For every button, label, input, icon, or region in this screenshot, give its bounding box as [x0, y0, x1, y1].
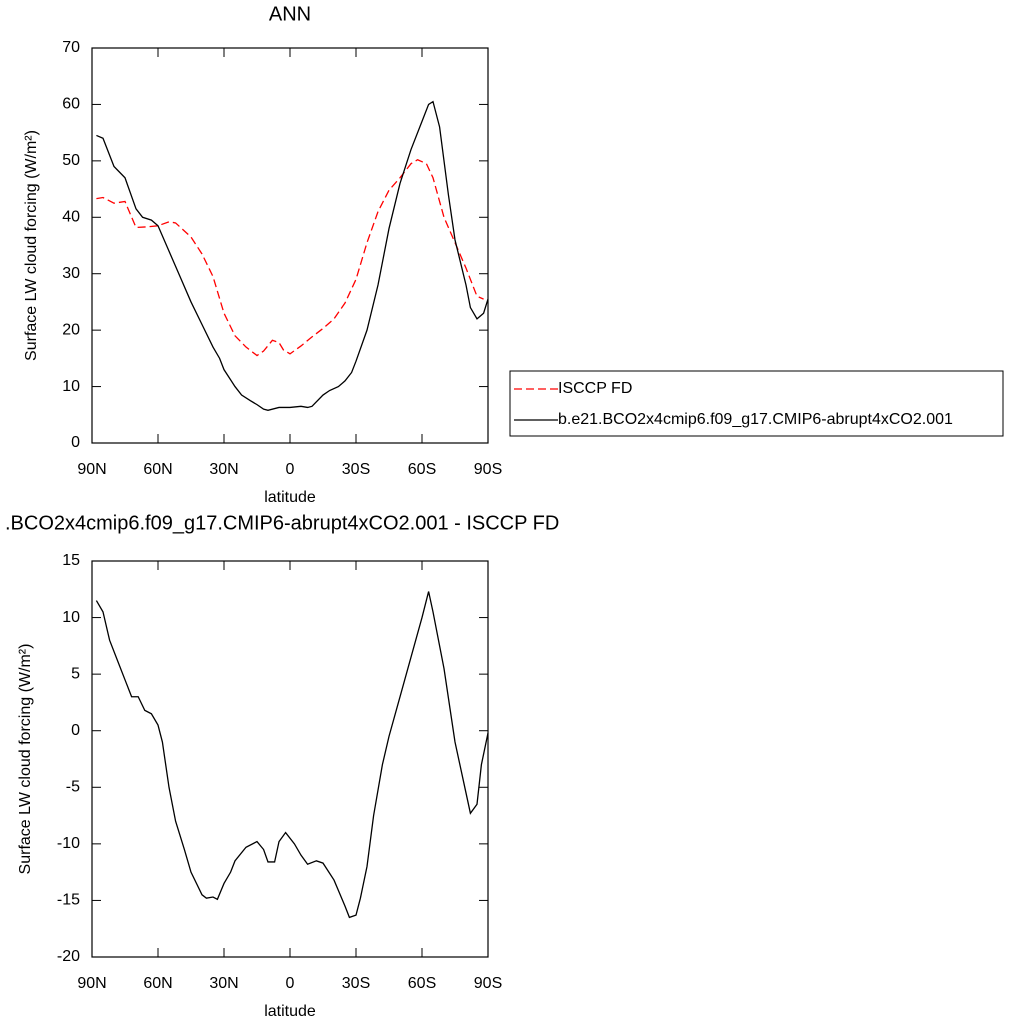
plot-frame — [91, 47, 489, 444]
data-line — [96, 100, 489, 411]
x-tick-label: 0 — [286, 461, 295, 478]
y-tick-label: -20 — [57, 948, 80, 965]
data-line — [96, 158, 484, 357]
y-tick-label: 40 — [62, 209, 80, 226]
legend-box — [509, 370, 1004, 437]
y-tick-label: 60 — [62, 96, 80, 113]
y-tick-label: 10 — [62, 378, 80, 395]
x-tick-label: 60S — [408, 975, 436, 992]
x-axis-label: latitude — [264, 1003, 316, 1020]
x-tick-label: 90N — [77, 461, 106, 478]
x-tick-label: 90S — [474, 975, 502, 992]
y-tick-label: 30 — [62, 265, 80, 282]
x-tick-label: 30N — [209, 975, 238, 992]
y-tick-label: 15 — [62, 552, 80, 569]
x-tick-label: 30N — [209, 461, 238, 478]
chart-title: .BCO2x4cmip6.f09_g17.CMIP6-abrupt4xCO2.0… — [5, 512, 559, 534]
x-tick-label: 30S — [342, 461, 370, 478]
legend-label: b.e21.BCO2x4cmip6.f09_g17.CMIP6-abrupt4x… — [558, 411, 953, 428]
legend-label: ISCCP FD — [558, 380, 632, 397]
y-axis-label: Surface LW cloud forcing (W/m²) — [23, 130, 40, 361]
y-tick-label: -15 — [57, 892, 80, 909]
x-tick-label: 90S — [474, 461, 502, 478]
y-tick-label: -5 — [66, 779, 80, 796]
x-tick-label: 60N — [143, 975, 172, 992]
y-tick-label: 70 — [62, 39, 80, 56]
y-tick-label: -10 — [57, 835, 80, 852]
y-tick-label: 10 — [62, 609, 80, 626]
x-tick-label: 60S — [408, 461, 436, 478]
x-tick-label: 0 — [286, 975, 295, 992]
x-tick-label: 90N — [77, 975, 106, 992]
y-tick-label: 50 — [62, 152, 80, 169]
y-tick-label: 0 — [71, 434, 80, 451]
x-tick-label: 60N — [143, 461, 172, 478]
x-axis-label: latitude — [264, 489, 316, 506]
y-tick-label: 0 — [71, 722, 80, 739]
data-line — [95, 591, 489, 919]
x-tick-label: 30S — [342, 975, 370, 992]
plot-frame — [91, 560, 489, 958]
y-axis-label: Surface LW cloud forcing (W/m²) — [17, 644, 34, 875]
chart-title: ANN — [269, 3, 311, 25]
y-tick-label: 5 — [71, 665, 80, 682]
y-tick-label: 20 — [62, 321, 80, 338]
